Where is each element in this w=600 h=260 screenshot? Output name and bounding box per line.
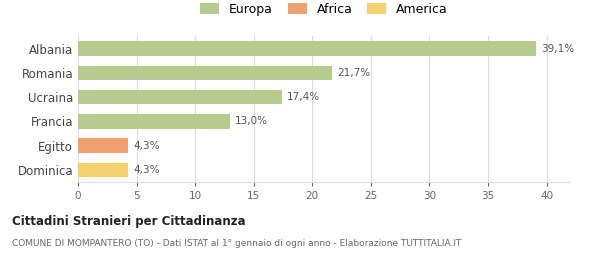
Text: 17,4%: 17,4% [287,92,320,102]
Bar [78,114,230,129]
Bar [78,162,128,177]
Text: 4,3%: 4,3% [133,141,160,151]
Bar [78,90,282,104]
Text: 13,0%: 13,0% [235,116,268,126]
Text: Cittadini Stranieri per Cittadinanza: Cittadini Stranieri per Cittadinanza [12,214,245,228]
Text: 39,1%: 39,1% [541,43,574,54]
Text: 21,7%: 21,7% [337,68,370,78]
Legend: Europa, Africa, America: Europa, Africa, America [196,0,452,20]
Text: COMUNE DI MOMPANTERO (TO) - Dati ISTAT al 1° gennaio di ogni anno - Elaborazione: COMUNE DI MOMPANTERO (TO) - Dati ISTAT a… [12,239,461,248]
Bar [78,66,332,80]
Bar [78,138,128,153]
Text: 4,3%: 4,3% [133,165,160,175]
Bar [78,41,536,56]
